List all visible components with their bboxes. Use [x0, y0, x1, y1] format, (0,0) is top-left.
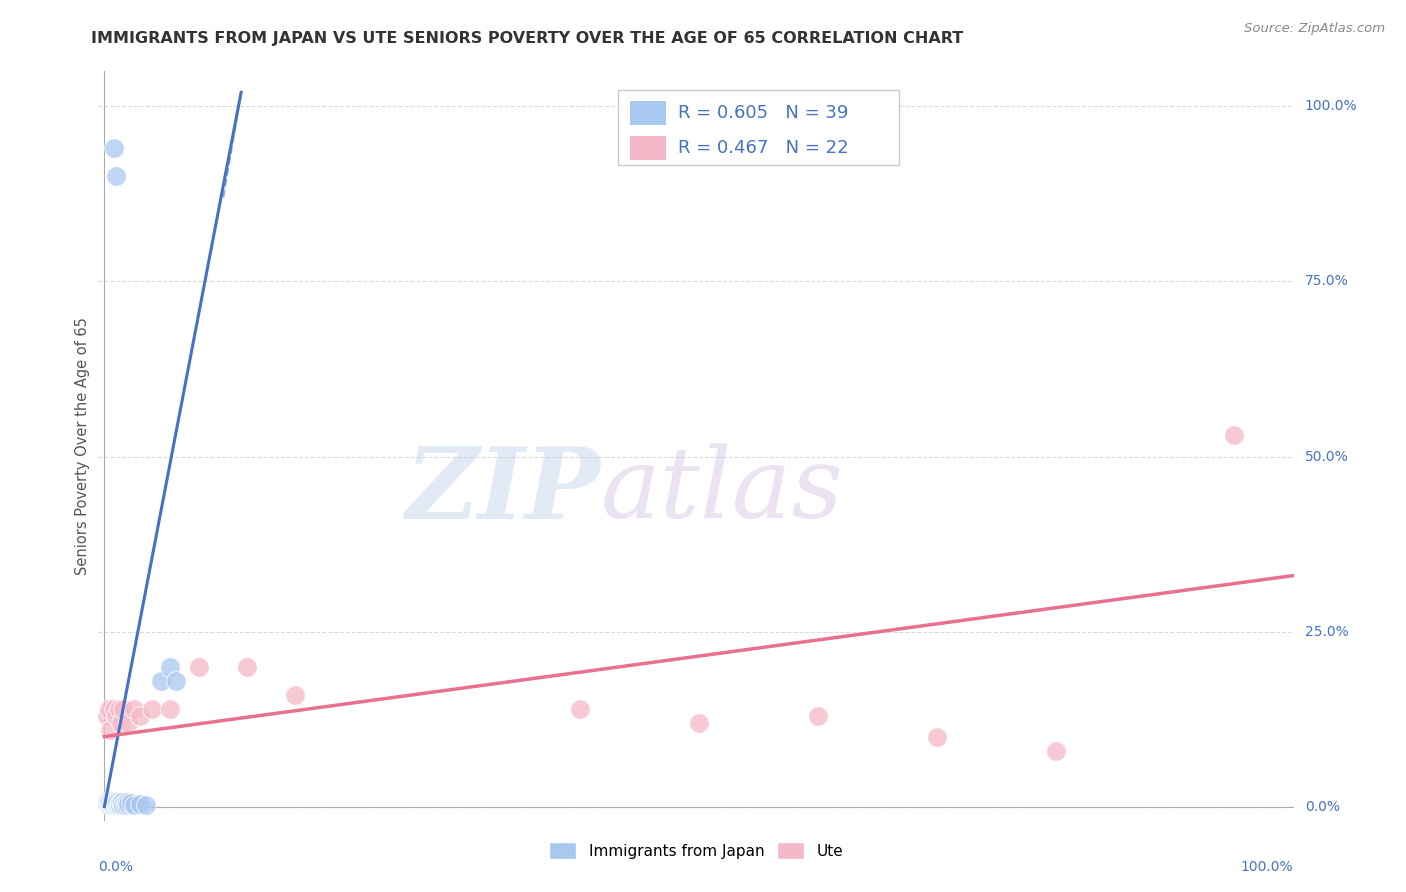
Point — [105, 797, 128, 812]
Text: R = 0.605   N = 39: R = 0.605 N = 39 — [678, 104, 848, 122]
Point — [98, 723, 121, 737]
Point — [569, 701, 592, 715]
Point — [96, 796, 118, 810]
Point — [97, 794, 120, 808]
Legend: Immigrants from Japan, Ute: Immigrants from Japan, Ute — [543, 836, 849, 865]
Point — [105, 796, 128, 810]
Bar — [630, 136, 666, 160]
Point — [117, 715, 139, 730]
Point — [120, 796, 142, 810]
Point — [110, 715, 132, 730]
Point — [108, 797, 131, 812]
Point — [122, 797, 145, 812]
Point — [188, 659, 211, 673]
Point — [100, 798, 122, 813]
Text: 100.0%: 100.0% — [1305, 99, 1357, 113]
Point — [129, 708, 152, 723]
Bar — [630, 102, 666, 125]
Text: 25.0%: 25.0% — [1305, 624, 1348, 639]
Point — [104, 798, 127, 813]
Point — [98, 797, 121, 811]
Text: R = 0.467   N = 22: R = 0.467 N = 22 — [678, 139, 849, 157]
Point — [103, 701, 125, 715]
Point — [98, 701, 121, 715]
Text: 0.0%: 0.0% — [98, 860, 134, 873]
Point — [135, 797, 157, 812]
Point — [115, 796, 138, 810]
Point — [925, 730, 948, 744]
Point — [807, 708, 830, 723]
Point — [96, 708, 118, 723]
Text: 75.0%: 75.0% — [1305, 275, 1348, 288]
Point — [110, 796, 132, 810]
Point — [112, 798, 135, 813]
Point — [165, 673, 187, 688]
Point — [107, 701, 129, 715]
Point — [284, 688, 307, 702]
Point — [141, 701, 163, 715]
Text: 100.0%: 100.0% — [1241, 860, 1294, 873]
Point — [107, 796, 129, 810]
Point — [114, 797, 136, 812]
Point — [104, 796, 127, 810]
Point — [107, 797, 129, 811]
Point — [150, 673, 173, 688]
Point — [1045, 743, 1067, 757]
Point — [236, 659, 259, 673]
Point — [688, 715, 710, 730]
Point — [114, 796, 136, 810]
Point — [101, 797, 124, 812]
Point — [105, 708, 128, 723]
Point — [111, 797, 134, 811]
Point — [98, 796, 121, 810]
Point — [112, 701, 135, 715]
Point — [107, 798, 129, 813]
Point — [98, 797, 121, 812]
Y-axis label: Seniors Poverty Over the Age of 65: Seniors Poverty Over the Age of 65 — [75, 317, 90, 575]
Point — [122, 701, 145, 715]
Point — [129, 797, 152, 811]
Text: 50.0%: 50.0% — [1305, 450, 1348, 464]
Point — [107, 795, 129, 809]
Point — [159, 659, 181, 673]
Point — [103, 797, 125, 811]
Point — [1223, 428, 1246, 442]
Text: ZIP: ZIP — [405, 442, 600, 539]
Point — [159, 701, 181, 715]
Text: atlas: atlas — [600, 443, 844, 539]
Point — [117, 797, 139, 811]
Text: Source: ZipAtlas.com: Source: ZipAtlas.com — [1244, 22, 1385, 36]
Point — [100, 796, 122, 810]
Point — [100, 794, 122, 808]
Point — [105, 169, 128, 184]
Text: 0.0%: 0.0% — [1305, 799, 1340, 814]
Text: IMMIGRANTS FROM JAPAN VS UTE SENIORS POVERTY OVER THE AGE OF 65 CORRELATION CHAR: IMMIGRANTS FROM JAPAN VS UTE SENIORS POV… — [91, 31, 963, 46]
FancyBboxPatch shape — [619, 90, 900, 165]
Point — [98, 795, 121, 809]
Point — [103, 141, 125, 155]
Point — [101, 796, 124, 810]
Point — [103, 795, 125, 809]
Point — [111, 795, 134, 809]
